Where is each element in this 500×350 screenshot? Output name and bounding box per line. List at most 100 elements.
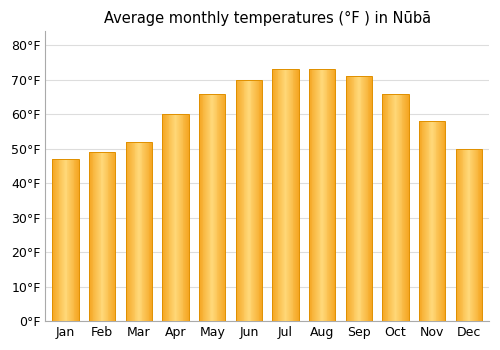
- Bar: [102, 152, 103, 321]
- Bar: [247, 80, 248, 321]
- Bar: [187, 114, 188, 321]
- Bar: [182, 114, 184, 321]
- Bar: [72, 159, 74, 321]
- Bar: [146, 142, 147, 321]
- Bar: [276, 69, 278, 321]
- Bar: [405, 93, 406, 321]
- Bar: [331, 69, 332, 321]
- Bar: [77, 159, 78, 321]
- Bar: [292, 69, 294, 321]
- Bar: [236, 80, 262, 321]
- Bar: [55, 159, 56, 321]
- Bar: [468, 149, 469, 321]
- Bar: [200, 93, 201, 321]
- Bar: [272, 69, 273, 321]
- Bar: [168, 114, 170, 321]
- Bar: [396, 93, 397, 321]
- Bar: [133, 142, 134, 321]
- Bar: [273, 69, 274, 321]
- Bar: [419, 121, 420, 321]
- Bar: [424, 121, 425, 321]
- Bar: [114, 152, 116, 321]
- Bar: [474, 149, 475, 321]
- Bar: [129, 142, 130, 321]
- Bar: [144, 142, 145, 321]
- Bar: [312, 69, 314, 321]
- Bar: [382, 93, 383, 321]
- Bar: [207, 93, 208, 321]
- Bar: [151, 142, 152, 321]
- Bar: [76, 159, 77, 321]
- Bar: [131, 142, 132, 321]
- Bar: [465, 149, 466, 321]
- Bar: [171, 114, 172, 321]
- Bar: [399, 93, 400, 321]
- Bar: [383, 93, 384, 321]
- Bar: [184, 114, 185, 321]
- Bar: [294, 69, 295, 321]
- Bar: [384, 93, 385, 321]
- Bar: [186, 114, 187, 321]
- Bar: [176, 114, 178, 321]
- Bar: [150, 142, 151, 321]
- Bar: [352, 76, 354, 321]
- Bar: [199, 93, 200, 321]
- Bar: [360, 76, 362, 321]
- Bar: [440, 121, 441, 321]
- Bar: [162, 114, 189, 321]
- Title: Average monthly temperatures (°F ) in Nūbā: Average monthly temperatures (°F ) in Nū…: [104, 11, 430, 26]
- Bar: [174, 114, 176, 321]
- Bar: [442, 121, 444, 321]
- Bar: [366, 76, 368, 321]
- Bar: [391, 93, 392, 321]
- Bar: [436, 121, 438, 321]
- Bar: [99, 152, 100, 321]
- Bar: [332, 69, 334, 321]
- Bar: [402, 93, 404, 321]
- Bar: [371, 76, 372, 321]
- Bar: [320, 69, 322, 321]
- Bar: [386, 93, 388, 321]
- Bar: [98, 152, 99, 321]
- Bar: [140, 142, 141, 321]
- Bar: [91, 152, 92, 321]
- Bar: [462, 149, 464, 321]
- Bar: [242, 80, 244, 321]
- Bar: [219, 93, 220, 321]
- Bar: [252, 80, 254, 321]
- Bar: [162, 114, 164, 321]
- Bar: [397, 93, 398, 321]
- Bar: [215, 93, 216, 321]
- Bar: [280, 69, 281, 321]
- Bar: [358, 76, 359, 321]
- Bar: [132, 142, 133, 321]
- Bar: [456, 149, 458, 321]
- Bar: [464, 149, 465, 321]
- Bar: [236, 80, 238, 321]
- Bar: [419, 121, 446, 321]
- Bar: [204, 93, 205, 321]
- Bar: [309, 69, 336, 321]
- Bar: [382, 93, 408, 321]
- Bar: [89, 152, 116, 321]
- Bar: [179, 114, 180, 321]
- Bar: [218, 93, 219, 321]
- Bar: [221, 93, 222, 321]
- Bar: [104, 152, 105, 321]
- Bar: [350, 76, 351, 321]
- Bar: [199, 93, 226, 321]
- Bar: [275, 69, 276, 321]
- Bar: [363, 76, 364, 321]
- Bar: [212, 93, 213, 321]
- Bar: [52, 159, 54, 321]
- Bar: [96, 152, 97, 321]
- Bar: [238, 80, 239, 321]
- Bar: [112, 152, 113, 321]
- Bar: [210, 93, 212, 321]
- Bar: [95, 152, 96, 321]
- Bar: [278, 69, 280, 321]
- Bar: [354, 76, 356, 321]
- Bar: [108, 152, 110, 321]
- Bar: [167, 114, 168, 321]
- Bar: [480, 149, 481, 321]
